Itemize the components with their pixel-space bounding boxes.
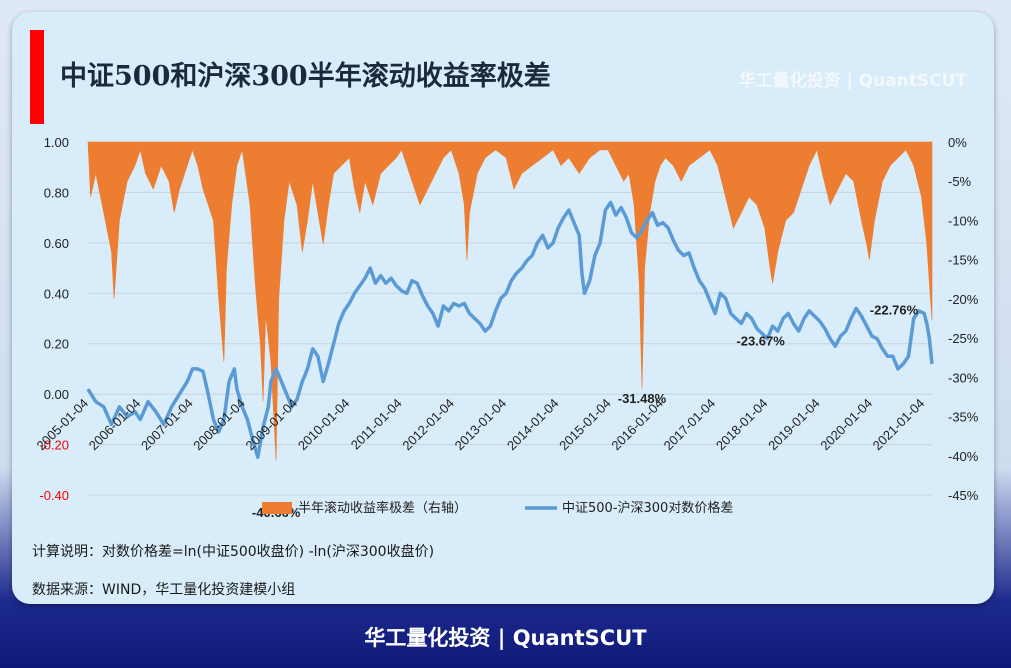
legend-swatch-area bbox=[262, 502, 292, 514]
left-tick-label: 0.40 bbox=[44, 286, 69, 301]
left-tick-label: -0.20 bbox=[39, 438, 69, 453]
left-tick-label: 0.20 bbox=[44, 337, 69, 352]
right-tick-label: -5% bbox=[948, 174, 972, 189]
right-tick-label: -45% bbox=[948, 488, 979, 503]
x-tick-label: 2011-01-04 bbox=[348, 396, 405, 453]
annotations: -40.66%-31.48%-23.67%-22.76% bbox=[252, 303, 919, 520]
footer-brand: 华工量化投资 | QuantSCUT bbox=[364, 626, 647, 650]
left-tick-label: 1.00 bbox=[44, 135, 69, 150]
legend: 半年滚动收益率极差（右轴） 中证500-沪深300对数价格差 bbox=[262, 500, 733, 516]
left-tick-label: 0.60 bbox=[44, 236, 69, 251]
annotation-label: -23.67% bbox=[736, 334, 785, 349]
left-axis-ticks: 1.00 0.80 0.60 0.40 0.20 0.00 -0.20 -0.40 bbox=[39, 135, 69, 503]
right-tick-label: -35% bbox=[948, 410, 979, 425]
legend-label-line: 中证500-沪深300对数价格差 bbox=[562, 500, 733, 516]
legend-label-area: 半年滚动收益率极差（右轴） bbox=[298, 500, 467, 516]
right-tick-label: -25% bbox=[948, 331, 979, 346]
range-area bbox=[87, 141, 933, 462]
source-note: 数据来源：WIND，华工量化投资建模小组 bbox=[32, 582, 296, 598]
left-tick-label: -0.40 bbox=[39, 488, 69, 503]
right-tick-label: -10% bbox=[948, 213, 979, 228]
annotation-label: -22.76% bbox=[870, 303, 919, 318]
left-tick-label: 0.00 bbox=[44, 387, 69, 402]
right-tick-label: -30% bbox=[948, 370, 979, 385]
page-title: 中证500和沪深300半年滚动收益率极差 bbox=[60, 61, 551, 92]
calc-note: 计算说明：对数价格差=ln(中证500收盘价) -ln(沪深300收盘价) bbox=[32, 544, 435, 560]
range-area-series bbox=[87, 141, 933, 462]
right-tick-label: -40% bbox=[948, 449, 979, 464]
log-price-diff-line bbox=[86, 200, 934, 459]
right-tick-label: 0% bbox=[948, 135, 967, 150]
brand-watermark: 华工量化投资 | QuantSCUT bbox=[738, 71, 967, 91]
title-accent-bar bbox=[30, 30, 44, 124]
log-price-diff-series bbox=[86, 200, 934, 459]
right-tick-label: -15% bbox=[948, 253, 979, 268]
left-tick-label: 0.80 bbox=[44, 185, 69, 200]
chart-card bbox=[12, 12, 994, 604]
right-tick-label: -20% bbox=[948, 292, 979, 307]
right-axis-ticks: 0% -5% -10% -15% -20% -25% -30% -35% -40% -45% bbox=[948, 135, 979, 503]
annotation-label: -31.48% bbox=[618, 391, 667, 406]
